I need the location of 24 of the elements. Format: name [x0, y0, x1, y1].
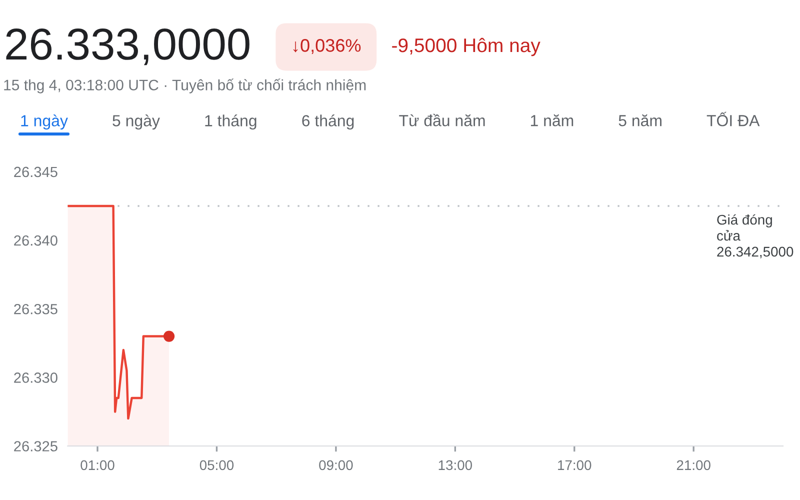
chart-subtitle: 15 thg 4, 03:18:00 UTC · Tuyên bố từ chối trách nhiệm — [4, 78, 366, 94]
x-tick-label: 01:00 — [80, 460, 114, 470]
text: -9,5000 Hôm nay — [392, 38, 540, 56]
text: 1 ngày — [21, 114, 68, 130]
text: 1 tháng — [205, 114, 256, 130]
x-tick-label: 21:00 — [676, 460, 710, 470]
text: 6 tháng — [302, 114, 354, 130]
text: ↓0,036% — [293, 39, 361, 54]
x-tick-label: 17:00 — [558, 460, 592, 470]
chart-title: 26.333,0000 — [6, 28, 250, 66]
y-tick-label: 26.325 — [14, 441, 58, 452]
y-tick-label: 26.330 — [14, 372, 58, 383]
ref-line-label: Giá đóng cửa 26.342,5000 — [717, 214, 794, 258]
x-tick-label: 05:00 — [200, 460, 234, 470]
y-tick-label: 26.345 — [14, 166, 58, 178]
text: Từ đầu năm — [399, 114, 485, 126]
y-tick-label: 26.335 — [14, 304, 58, 314]
y-tick-label: 26.340 — [14, 235, 58, 246]
text: 5 năm — [618, 114, 662, 126]
text: 5 ngày — [112, 114, 160, 130]
x-tick-label: 09:00 — [319, 460, 353, 470]
x-tick-label: 13:00 — [438, 460, 472, 470]
text: 1 năm — [530, 114, 574, 126]
text: TỐI ĐA — [706, 112, 760, 126]
